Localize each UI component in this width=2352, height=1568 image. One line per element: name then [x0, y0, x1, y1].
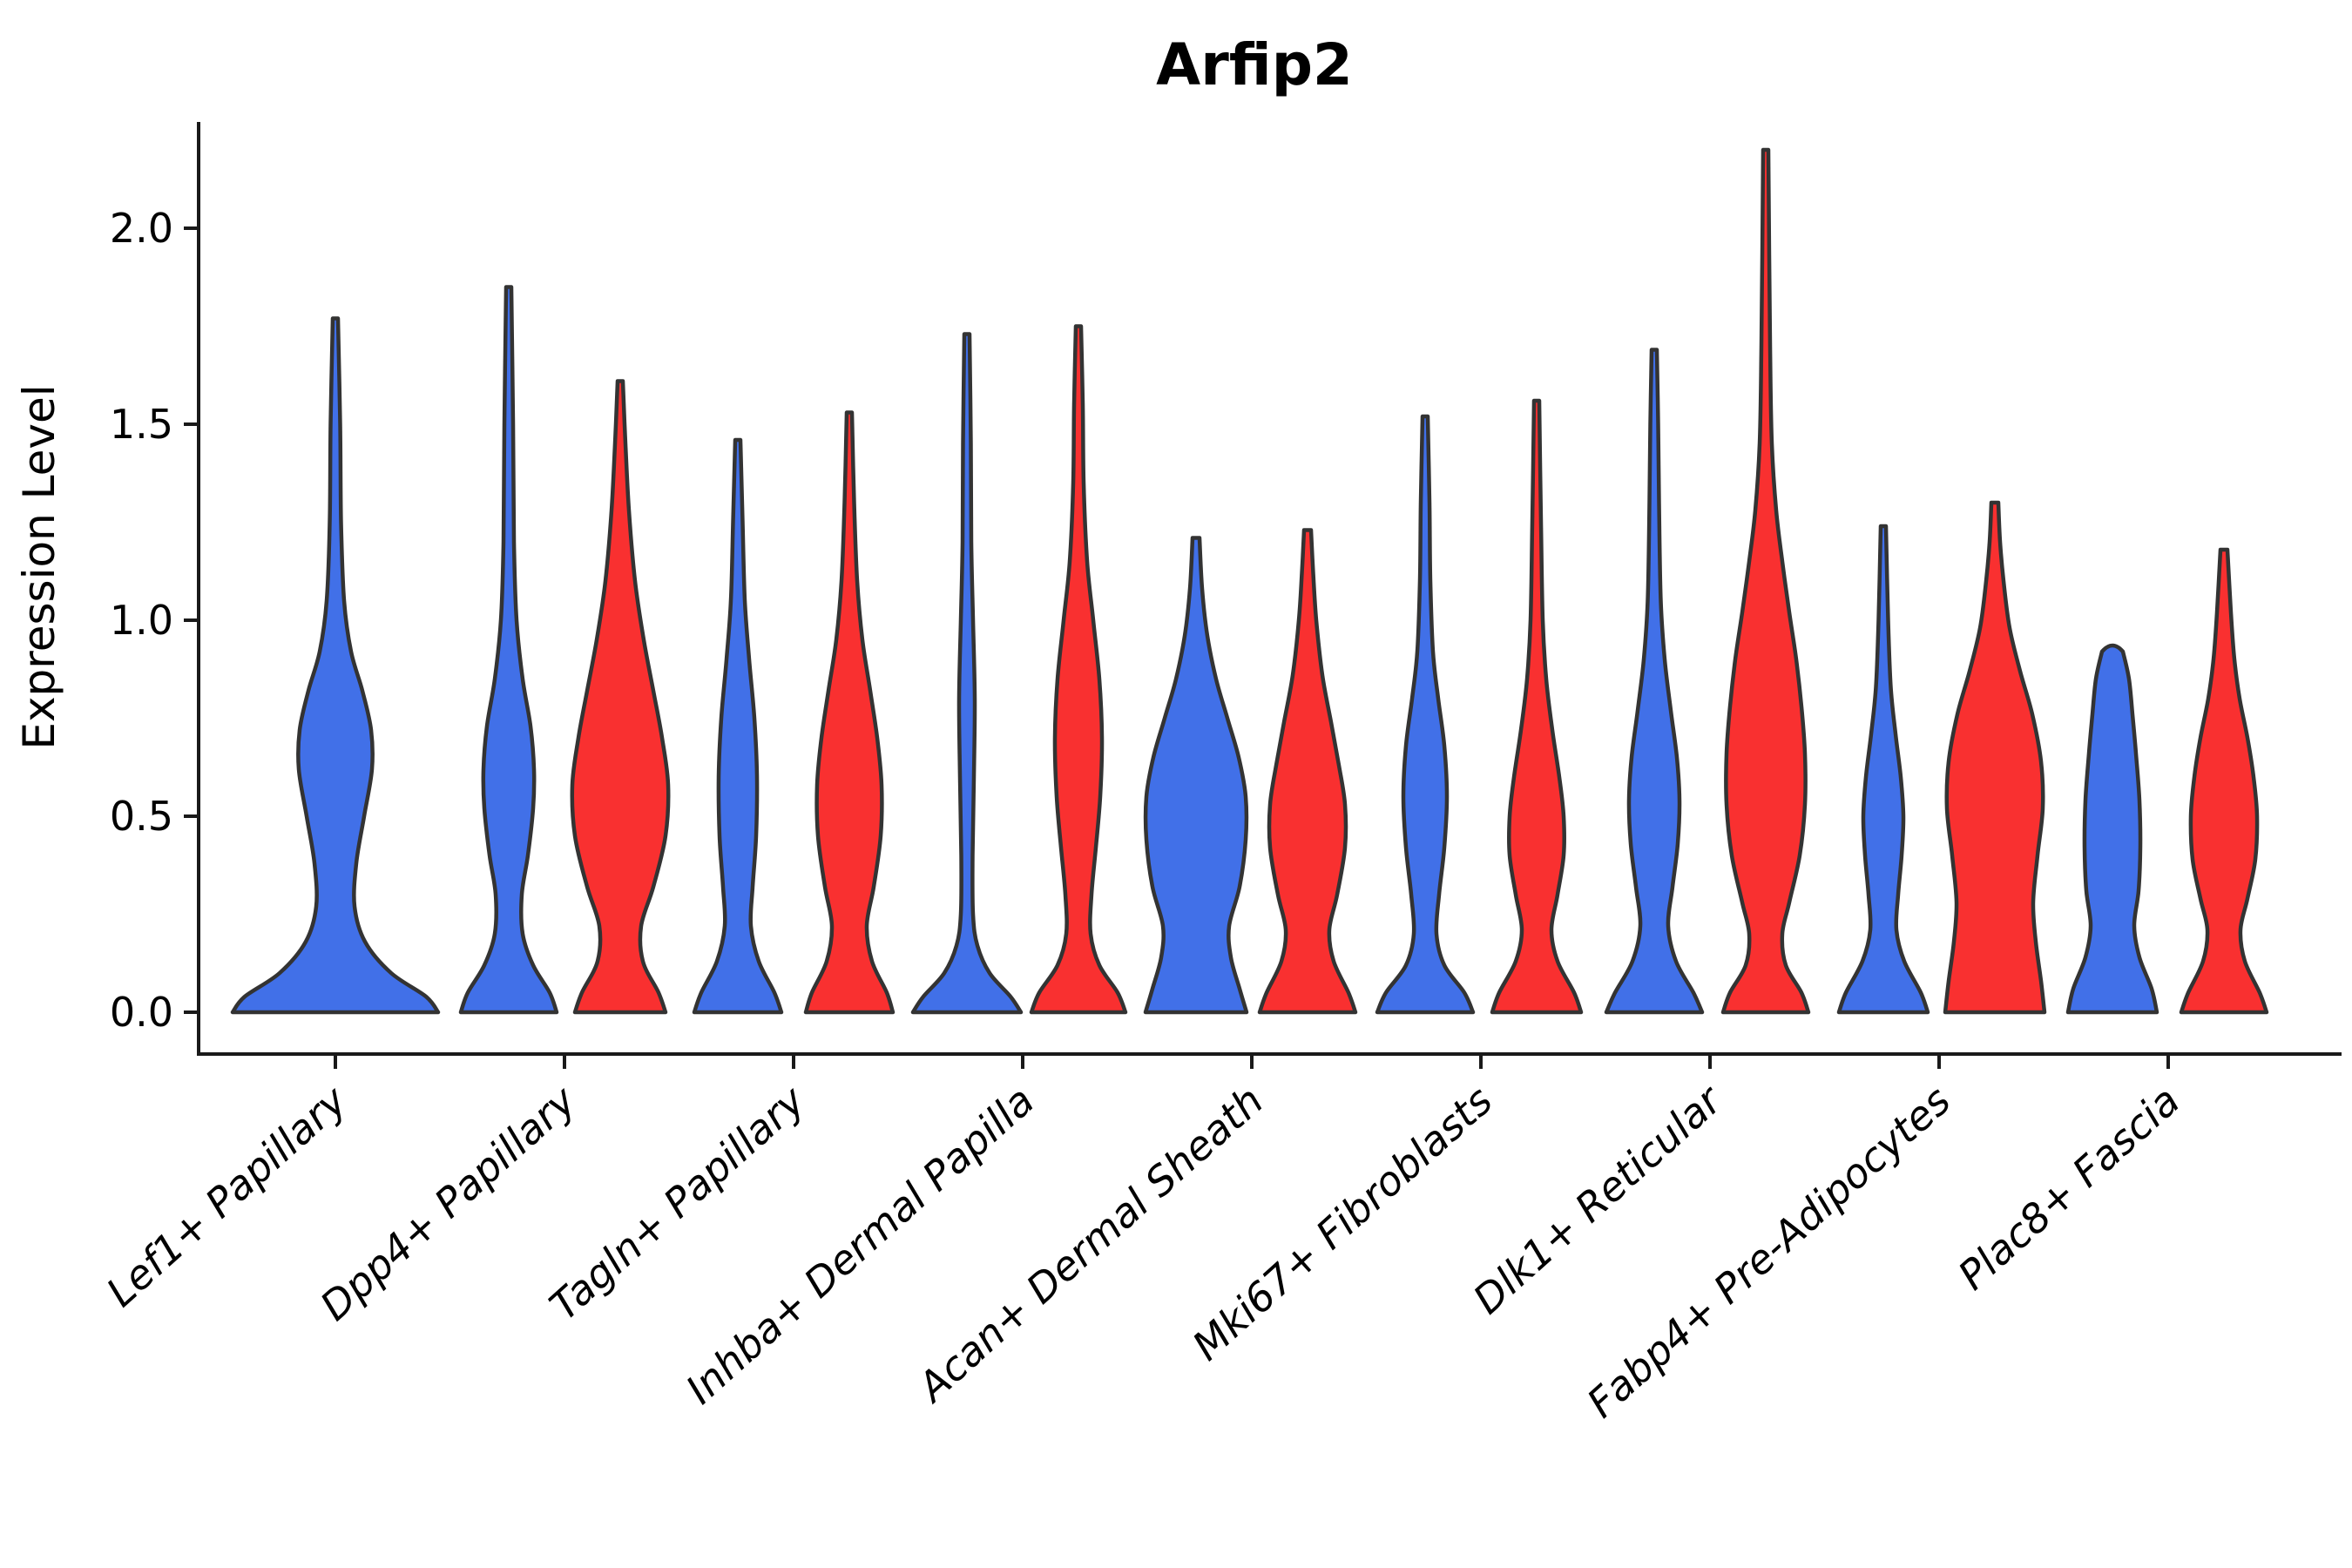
violin-layer: [230, 147, 2269, 1015]
violin-red-cat2: [803, 410, 896, 1015]
y-axis-label: Expression Level: [14, 384, 64, 749]
x-tick-label-0: Lef1+ Papillary: [98, 1077, 356, 1316]
violin-red-cat3: [1029, 324, 1128, 1015]
violin-blue-cat7: [1836, 524, 1930, 1015]
y-tick-label: 1.5: [110, 401, 173, 448]
x-tick-label-8: Plac8+ Fascia: [1949, 1077, 2188, 1299]
violin-blue-cat6: [1604, 348, 1705, 1015]
chart-title: Arfip2: [1156, 31, 1353, 98]
violin-blue-cat1: [458, 285, 559, 1015]
y-tick-label: 0.5: [110, 793, 173, 840]
violin-red-cat7: [1943, 500, 2047, 1015]
x-tick-label-6: Dlk1+ Reticular: [1464, 1075, 1733, 1323]
axis-spines: [197, 122, 2342, 1056]
violin-blue-cat5: [1375, 414, 1476, 1015]
violin-blue-cat2: [692, 437, 784, 1015]
x-tick-label-7: Fabp4+ Pre-Adipocytes: [1578, 1077, 1959, 1427]
violin-red-cat4: [1257, 528, 1358, 1015]
violin-blue-cat3: [910, 332, 1024, 1015]
y-tick-label: 2.0: [110, 205, 173, 252]
violin-red-cat5: [1490, 398, 1584, 1015]
y-tick-label: 0.0: [110, 989, 173, 1036]
violin-blue-cat4: [1143, 536, 1249, 1015]
violin-blue-cat8: [2065, 643, 2159, 1015]
y-tick-label: 1.0: [110, 597, 173, 644]
violin-red-cat8: [2179, 547, 2269, 1015]
violin-red-cat1: [570, 379, 671, 1015]
violin-red-cat6: [1720, 147, 1811, 1015]
violin-blue-cat0: [230, 316, 441, 1015]
